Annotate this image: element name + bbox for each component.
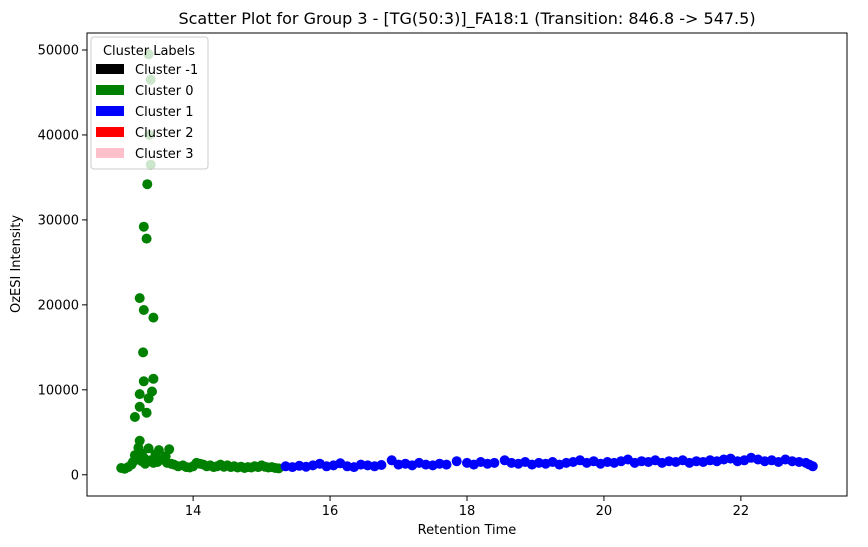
legend-swatch [96, 127, 124, 137]
x-tick-label: 22 [733, 504, 750, 519]
data-point [129, 412, 140, 422]
data-point [148, 312, 159, 323]
data-point [141, 233, 152, 244]
legend-label: Cluster 2 [135, 126, 194, 141]
data-point [807, 461, 818, 472]
data-point [138, 376, 149, 387]
legend-swatch [96, 64, 124, 74]
data-point [138, 221, 149, 232]
y-tick-label: 20000 [38, 298, 79, 313]
legend-label: Cluster -1 [135, 63, 198, 78]
data-point [376, 460, 387, 470]
legend-label: Cluster 3 [135, 147, 194, 162]
x-tick-label: 20 [596, 504, 613, 519]
data-point [142, 179, 153, 190]
chart-title: Scatter Plot for Group 3 - [TG(50:3)]_FA… [178, 9, 755, 29]
x-tick-label: 18 [459, 504, 476, 519]
legend-swatch [96, 106, 124, 116]
data-point [134, 401, 145, 412]
y-tick-label: 30000 [38, 213, 79, 228]
legend-entries: Cluster -1 Cluster 0 Cluster 1 Cluster 2 Clu… [96, 63, 198, 162]
legend-title: Cluster Labels [103, 44, 195, 59]
data-point [134, 389, 145, 400]
legend-swatch [96, 148, 124, 158]
y-axis-label: OzESI Intensity [9, 215, 24, 313]
data-point [143, 443, 154, 454]
data-point [138, 305, 149, 315]
data-point [451, 456, 462, 467]
data-point [143, 393, 154, 404]
y-axis: 0 10000 20000 30000 40000 50000 [38, 43, 87, 483]
x-axis-label: Retention Time [418, 523, 517, 538]
legend-swatch [96, 85, 124, 95]
legend-label: Cluster 0 [135, 84, 194, 99]
data-point [489, 457, 500, 468]
y-tick-label: 10000 [38, 383, 79, 398]
x-tick-label: 14 [185, 504, 202, 519]
y-tick-label: 0 [71, 468, 79, 483]
points-layer [116, 49, 818, 474]
x-tick-label: 16 [322, 504, 339, 519]
x-axis: 14 16 18 20 22 [185, 496, 749, 519]
data-point [141, 407, 152, 418]
y-tick-label: 40000 [38, 128, 79, 143]
legend-label: Cluster 1 [135, 105, 194, 120]
data-point [134, 293, 145, 304]
data-point [441, 459, 452, 470]
data-point [148, 373, 159, 384]
data-point [138, 347, 149, 358]
y-tick-label: 50000 [38, 43, 79, 58]
